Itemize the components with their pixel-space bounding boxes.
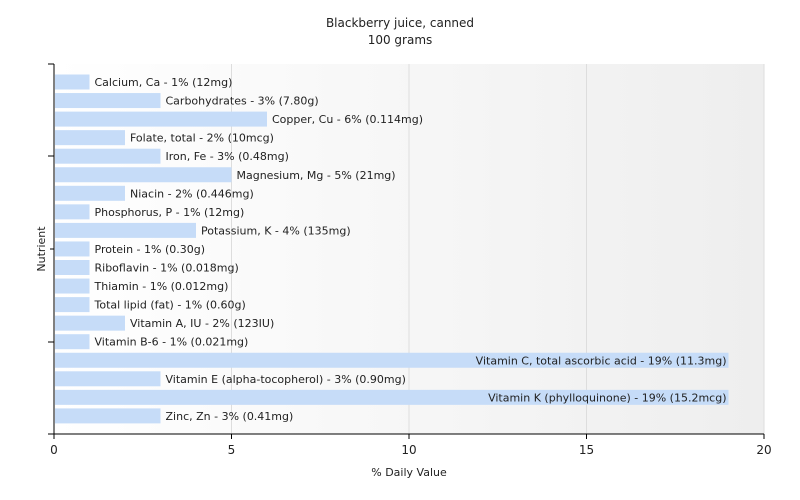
bar — [55, 74, 90, 90]
bar — [55, 93, 161, 109]
bar-label: Niacin - 2% (0.446mg) — [130, 187, 254, 200]
bar-label: Folate, total - 2% (10mcg) — [130, 132, 274, 145]
bar-label: Magnesium, Mg - 5% (21mg) — [237, 169, 396, 182]
bar — [55, 408, 161, 424]
bar — [55, 111, 267, 127]
chart-subtitle: 100 grams — [368, 33, 433, 47]
x-tick-label: 5 — [228, 443, 236, 457]
bar-label: Phosphorus, P - 1% (12mg) — [95, 206, 245, 219]
bar — [55, 222, 196, 238]
bar-label: Zinc, Zn - 3% (0.41mg) — [166, 410, 294, 423]
bar-label: Riboflavin - 1% (0.018mg) — [95, 262, 239, 275]
bar — [55, 334, 90, 350]
bar — [55, 297, 90, 313]
x-tick-label: 10 — [401, 443, 416, 457]
bar-label: Total lipid (fat) - 1% (0.60g) — [94, 299, 246, 312]
x-tick-label: 15 — [579, 443, 594, 457]
x-axis-label: % Daily Value — [371, 466, 447, 479]
bars: Calcium, Ca - 1% (12mg) Carbohydrates - 3… — [55, 74, 729, 424]
bar — [55, 130, 125, 146]
bar-label: Vitamin B-6 - 1% (0.021mg) — [95, 336, 249, 349]
x-tick-label: 0 — [50, 443, 58, 457]
bar — [55, 371, 161, 387]
bar-label: Potassium, K - 4% (135mg) — [201, 224, 351, 237]
bar — [55, 389, 729, 405]
bar — [55, 185, 125, 201]
bar-label: Iron, Fe - 3% (0.48mg) — [166, 150, 289, 163]
bar — [55, 260, 90, 275]
x-tick-label: 20 — [756, 443, 771, 457]
bar-label: Copper, Cu - 6% (0.114mg) — [272, 113, 423, 126]
axes: 0 5 10 15 20 — [48, 63, 772, 457]
bar — [55, 167, 232, 183]
chart-title: Blackberry juice, canned — [326, 16, 474, 30]
bar-label: Vitamin A, IU - 2% (123IU) — [130, 317, 274, 330]
bar-label: Protein - 1% (0.30g) — [95, 243, 206, 256]
bar-label: Vitamin K (phylloquinone) - 19% (15.2mcg… — [488, 391, 726, 404]
bar-label: Thiamin - 1% (0.012mg) — [94, 280, 229, 293]
bar-label: Carbohydrates - 3% (7.80g) — [166, 95, 319, 108]
bar-label: Calcium, Ca - 1% (12mg) — [95, 76, 233, 89]
bar — [55, 241, 90, 257]
bar — [55, 204, 90, 220]
bar — [55, 148, 161, 164]
bar-label: Vitamin C, total ascorbic acid - 19% (11… — [476, 354, 727, 367]
bar — [55, 352, 729, 368]
bar — [55, 315, 125, 331]
bar — [55, 278, 90, 294]
y-axis-label: Nutrient — [35, 226, 48, 272]
bar-label: Vitamin E (alpha-tocopherol) - 3% (0.90m… — [166, 373, 406, 386]
